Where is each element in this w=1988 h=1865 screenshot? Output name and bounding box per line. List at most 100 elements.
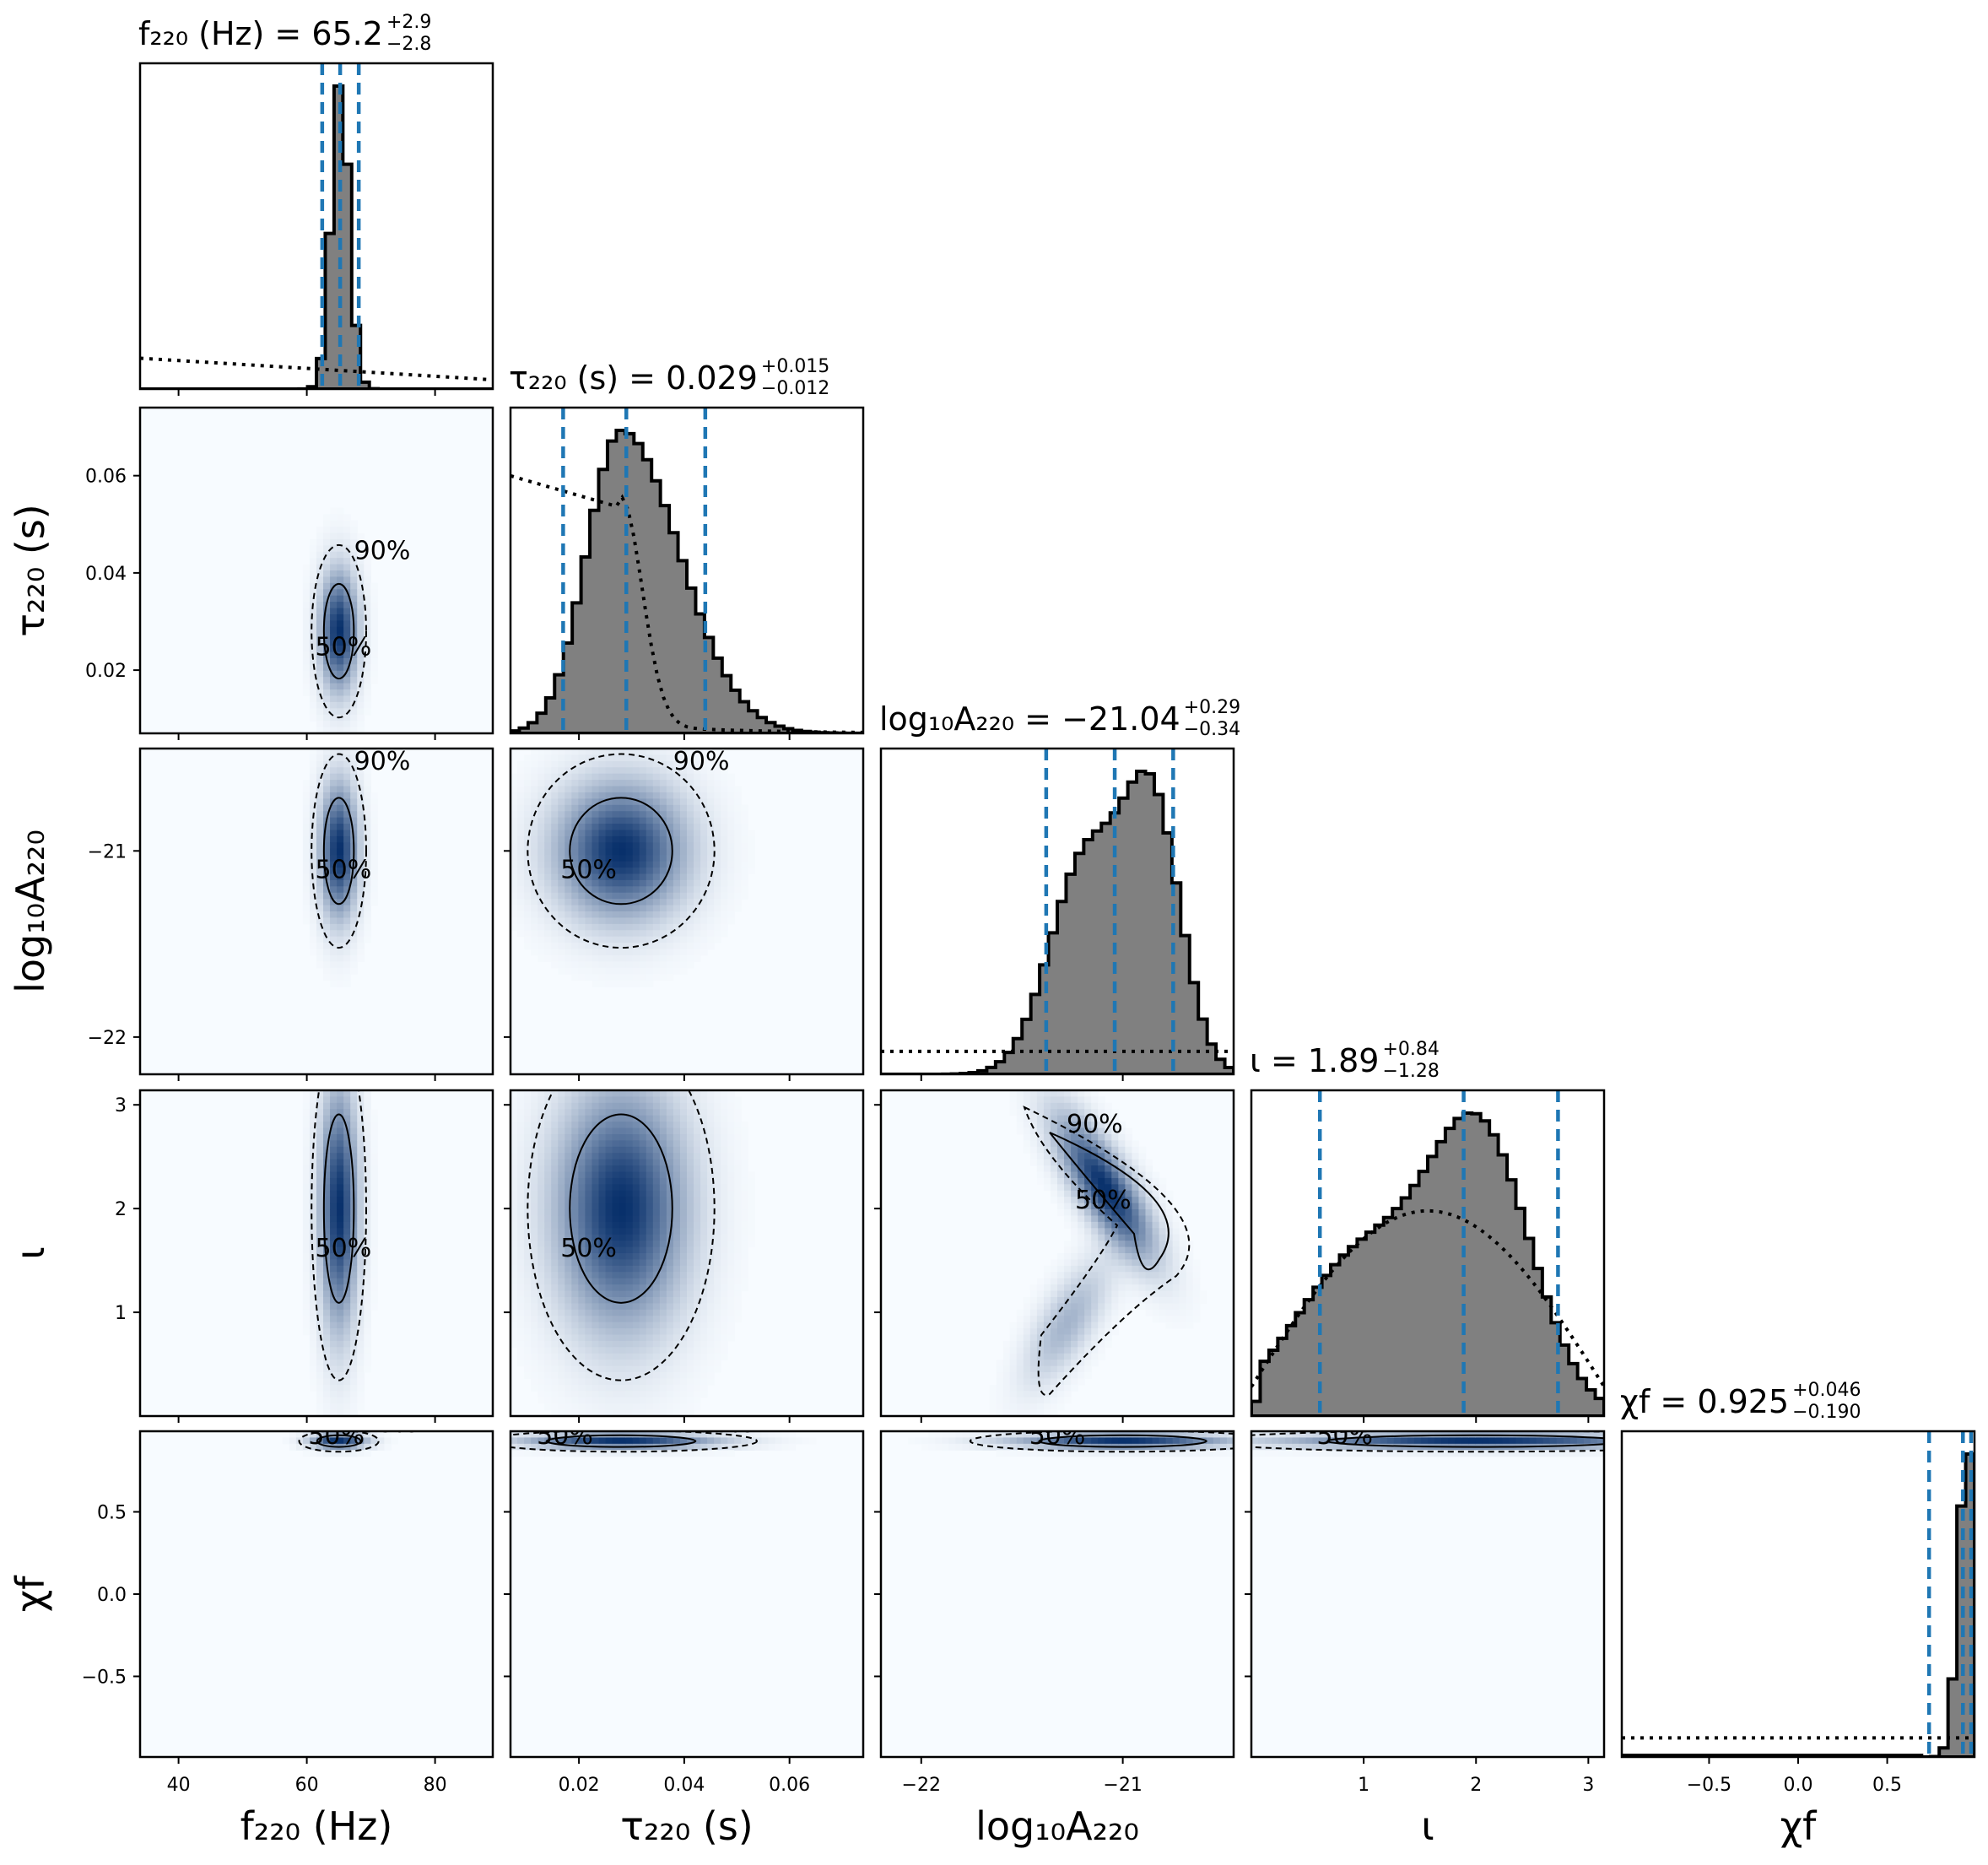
contour-label-50: 50% xyxy=(1029,1421,1086,1451)
y-tick-label: 2 xyxy=(115,1199,127,1220)
contour-50 xyxy=(322,797,355,905)
contour-label-50: 50% xyxy=(537,1421,593,1451)
panel-chif-vs-iota: 50% 90%1 2 3 xyxy=(1245,1421,1606,1796)
x-tick-label: −21 xyxy=(1103,1775,1142,1796)
x-tick-label: −0.5 xyxy=(1687,1775,1731,1796)
panel-logA220-vs-tau220: 50% 90% xyxy=(504,747,865,1081)
contour-90 xyxy=(311,1090,367,1381)
panel-iota-vs-tau220: 50%90% xyxy=(504,1089,865,1423)
contour-50 xyxy=(569,1113,673,1304)
panel-logA220-vs-logA220: log₁₀A₂₂₀ = −21.04 +0.29−0.34 xyxy=(879,697,1240,1081)
panel-frame xyxy=(138,747,494,1076)
x-tick-label: 0.5 xyxy=(1872,1775,1902,1796)
title-plus-error: +0.84 xyxy=(1382,1039,1439,1060)
y-tick-label: 0.04 xyxy=(85,564,127,585)
posterior-histogram xyxy=(1622,1452,1974,1757)
contour-90 xyxy=(511,1431,758,1453)
title-plus-error: +2.9 xyxy=(386,12,431,33)
title-value: log₁₀A₂₂₀ = −21.04 xyxy=(879,700,1180,738)
panel-frame xyxy=(509,1089,865,1418)
title-minus-error: −2.8 xyxy=(386,34,431,55)
x-tick-label: 60 xyxy=(295,1775,319,1796)
panel-tau220-vs-f220: 50% 90% 0.02 0.04 0.06 xyxy=(85,406,494,740)
contour-90 xyxy=(1023,1105,1191,1397)
contour-label-90: 90% xyxy=(697,1409,754,1439)
title-plus-error: +0.29 xyxy=(1184,697,1240,718)
x-tick-label: −22 xyxy=(902,1775,941,1796)
contour-label-90: 90% xyxy=(361,1409,418,1439)
panel-frame xyxy=(509,406,865,735)
panel-frame xyxy=(138,1089,494,1418)
x-axis-label-chif: χf xyxy=(1780,1803,1818,1849)
contour-label-90: 90% xyxy=(354,747,411,776)
prior-curve xyxy=(1251,1208,1604,1388)
x-tick-label: 1 xyxy=(1358,1775,1369,1796)
title-minus-error: −0.190 xyxy=(1792,1402,1861,1423)
title-value: τ₂₂₀ (s) = 0.029 xyxy=(509,359,758,397)
contour-label-90: 90% xyxy=(1067,1110,1123,1139)
contour-50 xyxy=(322,1113,355,1304)
y-tick-label: 1 xyxy=(115,1303,127,1324)
contour-50 xyxy=(316,1434,362,1448)
contour-50 xyxy=(322,582,355,680)
panel-frame xyxy=(879,747,1235,1076)
panel-frame xyxy=(879,1089,1235,1418)
x-tick-label: 2 xyxy=(1470,1775,1482,1796)
y-axis-label-logA220: log₁₀A₂₂₀ xyxy=(8,830,53,993)
x-axis-label-logA220: log₁₀A₂₂₀ xyxy=(975,1803,1139,1849)
y-tick-label: 3 xyxy=(115,1095,127,1116)
contour-label-50: 50% xyxy=(1316,1421,1373,1451)
x-axis-label-iota: ι xyxy=(1421,1803,1434,1849)
posterior-histogram xyxy=(140,84,493,389)
y-axis-label-tau220: τ₂₂₀ (s) xyxy=(8,504,53,637)
panel-frame xyxy=(509,747,865,1076)
panel-frame xyxy=(138,406,494,735)
x-tick-label: 3 xyxy=(1582,1775,1594,1796)
y-tick-label: −22 xyxy=(88,1028,127,1049)
contour-label-90: 90% xyxy=(1208,1409,1265,1439)
panel-iota-vs-logA220: 50% 90% xyxy=(874,1089,1235,1423)
y-tick-label: 0.06 xyxy=(85,467,127,488)
contour-label-90: 90% xyxy=(354,536,411,565)
panel-f220-vs-f220: f₂₂₀ (Hz) = 65.2 +2.9−2.8 xyxy=(138,12,494,396)
contour-90 xyxy=(298,1431,380,1453)
panel-logA220-vs-f220: 50% 90% −22 −21 xyxy=(88,747,494,1081)
y-tick-label: −21 xyxy=(88,841,127,862)
title-minus-error: −1.28 xyxy=(1382,1061,1439,1082)
panel-iota-vs-f220: 50%90%123 xyxy=(115,1089,494,1423)
contour-label-50: 50% xyxy=(560,855,617,884)
contour-label-50: 50% xyxy=(1075,1186,1132,1215)
contour-90 xyxy=(311,753,367,949)
title-minus-error: −0.012 xyxy=(761,378,829,399)
contour-label-90: 90% xyxy=(673,747,730,776)
panel-title: τ₂₂₀ (s) = 0.029 +0.015−0.012 xyxy=(509,356,829,399)
panel-chif-vs-tau220: 50% 90% 0.02 0.04 0.06 xyxy=(504,1409,865,1796)
posterior-histogram xyxy=(881,770,1234,1074)
y-axis-label-chif: χf xyxy=(8,1575,53,1613)
title-plus-error: +0.015 xyxy=(761,356,829,377)
contour-50 xyxy=(569,797,673,905)
prior-curve xyxy=(140,356,493,382)
panel-chif-vs-logA220: 50% 90% −22 −21 xyxy=(874,1409,1265,1796)
y-tick-label: 0.02 xyxy=(85,661,127,682)
y-tick-label: −0.5 xyxy=(82,1667,127,1688)
contour-label-50: 50% xyxy=(316,1234,372,1263)
x-tick-label: 0.0 xyxy=(1784,1775,1813,1796)
posterior-histogram xyxy=(511,429,863,733)
posterior-histogram xyxy=(1251,1111,1604,1416)
contour-90 xyxy=(311,543,367,719)
x-axis-label-tau220: τ₂₂₀ (s) xyxy=(620,1803,754,1849)
x-tick-label: 0.02 xyxy=(559,1775,600,1796)
panel-chif-vs-chif: χf = 0.925 +0.046−0.190 −0.5 0.0 0.5 xyxy=(1620,1380,1976,1796)
contour-label-50: 50% xyxy=(560,1234,617,1263)
contour-label-50: 50% xyxy=(316,855,372,884)
panel-title: χf = 0.925 +0.046−0.190 xyxy=(1620,1380,1861,1423)
y-axis-label-iota: ι xyxy=(8,1246,53,1260)
x-tick-label: 40 xyxy=(167,1775,191,1796)
y-tick-label: 0.0 xyxy=(97,1585,127,1606)
contour-90 xyxy=(527,1090,716,1381)
y-tick-label: 0.5 xyxy=(97,1503,127,1524)
x-tick-label: 80 xyxy=(424,1775,447,1796)
contour-50 xyxy=(545,1434,697,1448)
